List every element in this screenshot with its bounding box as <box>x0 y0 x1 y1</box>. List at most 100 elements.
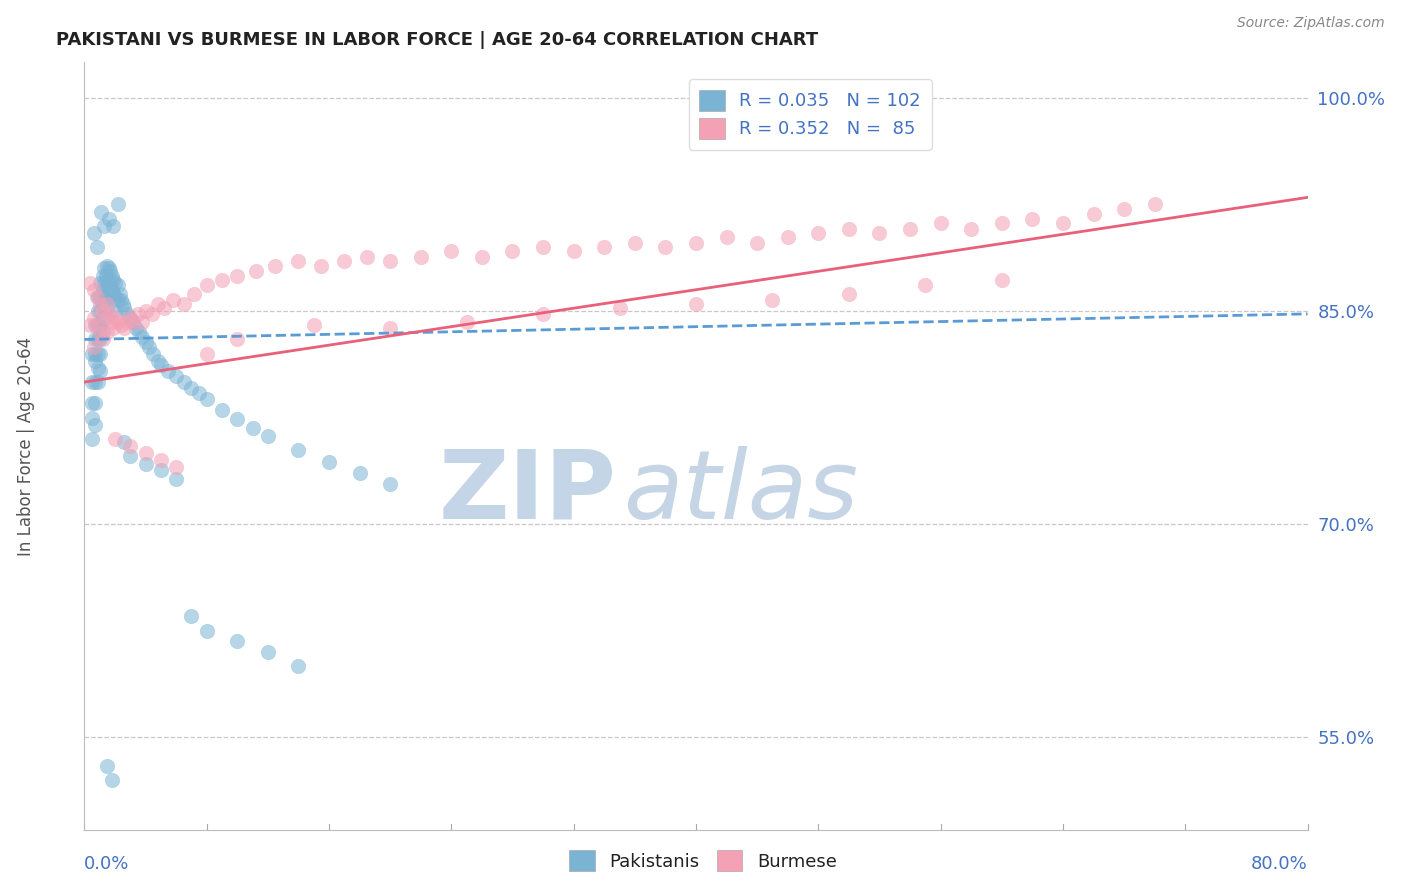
Point <box>103 321 125 335</box>
Point <box>146 297 169 311</box>
Point <box>287 443 309 458</box>
Point <box>79 318 101 333</box>
Point <box>318 455 340 469</box>
Point <box>226 333 249 347</box>
Point <box>115 307 138 321</box>
Point <box>104 276 127 290</box>
Point <box>84 417 107 432</box>
Point <box>93 287 115 301</box>
Point <box>96 297 118 311</box>
Point <box>531 240 554 254</box>
Point <box>110 293 132 307</box>
Point <box>165 460 187 475</box>
Point <box>1052 216 1074 230</box>
Point <box>107 293 129 307</box>
Text: In Labor Force | Age 20-64: In Labor Force | Age 20-64 <box>17 336 35 556</box>
Point <box>914 278 936 293</box>
Point <box>80 346 103 360</box>
Point <box>98 278 121 293</box>
Point <box>87 360 110 375</box>
Point <box>349 466 371 480</box>
Point <box>245 264 267 278</box>
Point <box>173 297 195 311</box>
Text: 0.0%: 0.0% <box>84 855 129 873</box>
Point <box>112 434 135 449</box>
Point <box>380 321 402 335</box>
Point <box>101 315 124 329</box>
Point <box>356 250 378 264</box>
Point <box>89 333 111 347</box>
Point <box>79 276 101 290</box>
Point <box>94 283 117 297</box>
Point <box>91 326 114 340</box>
Point <box>90 204 112 219</box>
Point <box>112 301 135 316</box>
Point <box>838 221 860 235</box>
Point <box>287 659 309 673</box>
Point <box>440 244 463 259</box>
Point <box>226 412 249 426</box>
Point <box>149 358 172 372</box>
Point <box>84 333 107 347</box>
Point <box>593 240 616 254</box>
Point <box>188 386 211 401</box>
Point <box>122 315 145 329</box>
Point <box>149 453 172 467</box>
Point <box>287 254 309 268</box>
Point <box>333 254 356 268</box>
Point <box>761 293 783 307</box>
Point <box>242 420 264 434</box>
Point <box>89 276 111 290</box>
Text: ZIP: ZIP <box>439 445 616 539</box>
Point <box>91 304 114 318</box>
Point <box>94 311 117 326</box>
Point <box>138 340 160 354</box>
Point <box>87 290 110 304</box>
Point <box>103 273 125 287</box>
Point <box>101 772 124 787</box>
Point <box>195 624 218 638</box>
Point <box>135 335 157 350</box>
Point <box>80 410 103 425</box>
Point <box>96 259 118 273</box>
Point <box>101 283 124 297</box>
Point <box>128 326 150 340</box>
Point <box>96 326 118 340</box>
Point <box>135 304 157 318</box>
Point <box>146 353 169 368</box>
Point <box>380 477 402 491</box>
Point <box>93 276 115 290</box>
Point <box>226 633 249 648</box>
Point <box>991 273 1014 287</box>
Point <box>104 290 127 304</box>
Point <box>1114 202 1136 216</box>
Point <box>112 321 135 335</box>
Point <box>83 340 105 354</box>
Point <box>80 396 103 410</box>
Point <box>747 235 769 250</box>
Point <box>93 261 115 276</box>
Point <box>84 375 107 389</box>
Point <box>96 287 118 301</box>
Point <box>91 297 114 311</box>
Point <box>120 311 142 326</box>
Point <box>609 301 631 316</box>
Point <box>115 315 138 329</box>
Point <box>165 472 187 486</box>
Point <box>898 221 921 235</box>
Point <box>776 230 799 244</box>
Point <box>87 318 110 333</box>
Text: 80.0%: 80.0% <box>1251 855 1308 873</box>
Point <box>97 211 120 226</box>
Point <box>86 318 108 333</box>
Point <box>135 458 157 472</box>
Point <box>1083 207 1105 221</box>
Point <box>456 315 478 329</box>
Point <box>111 297 134 311</box>
Point <box>165 369 187 384</box>
Point <box>103 219 125 233</box>
Point <box>104 432 127 446</box>
Point <box>685 235 707 250</box>
Point <box>624 235 647 250</box>
Point <box>104 311 127 326</box>
